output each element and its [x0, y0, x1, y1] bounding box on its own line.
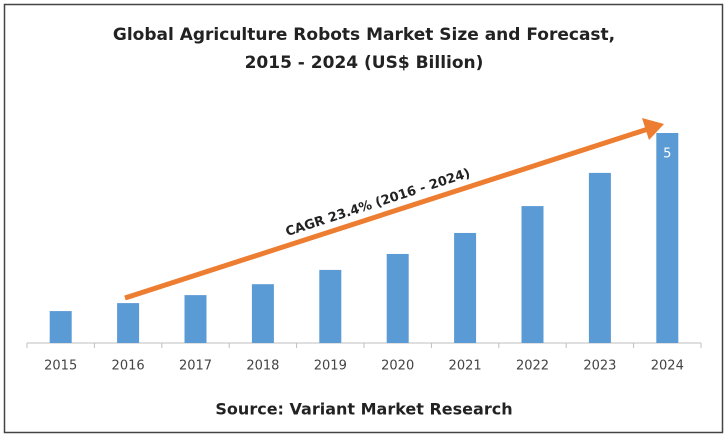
- bar: [386, 253, 409, 343]
- bar: [656, 133, 679, 343]
- x-tick-label: 2016: [112, 359, 145, 374]
- x-tick-label: 2024: [651, 359, 684, 374]
- x-tick-label: 2019: [314, 359, 347, 374]
- bar: [184, 295, 207, 343]
- x-tick-label: 2023: [583, 359, 616, 374]
- bar: [588, 172, 611, 343]
- bar: [454, 232, 477, 343]
- chart-title: 2015 - 2024 (US$ Billion): [245, 53, 484, 73]
- arrow-head: [642, 118, 664, 140]
- bar: [49, 311, 72, 343]
- x-tick-label: 2015: [44, 359, 77, 374]
- x-tick-label: 2022: [516, 359, 549, 374]
- bar: [521, 206, 544, 343]
- source: Source: Variant Market Research: [215, 400, 512, 419]
- x-tick-label: 2020: [381, 359, 414, 374]
- value-label: 5: [663, 147, 671, 162]
- bar: [319, 269, 342, 343]
- x-tick-label: 2017: [179, 359, 212, 374]
- bar: [251, 284, 274, 343]
- arrow-line: [124, 126, 649, 301]
- plot: 2015 2016 2017 2018 2019 2020 2021 2022 2023 2024: [26, 133, 702, 374]
- chart-title: Global Agriculture Robots Market Size an…: [113, 25, 615, 45]
- x-tick-label: 2021: [449, 359, 482, 374]
- x-tick-label: 2018: [246, 359, 279, 374]
- bar: [117, 303, 140, 343]
